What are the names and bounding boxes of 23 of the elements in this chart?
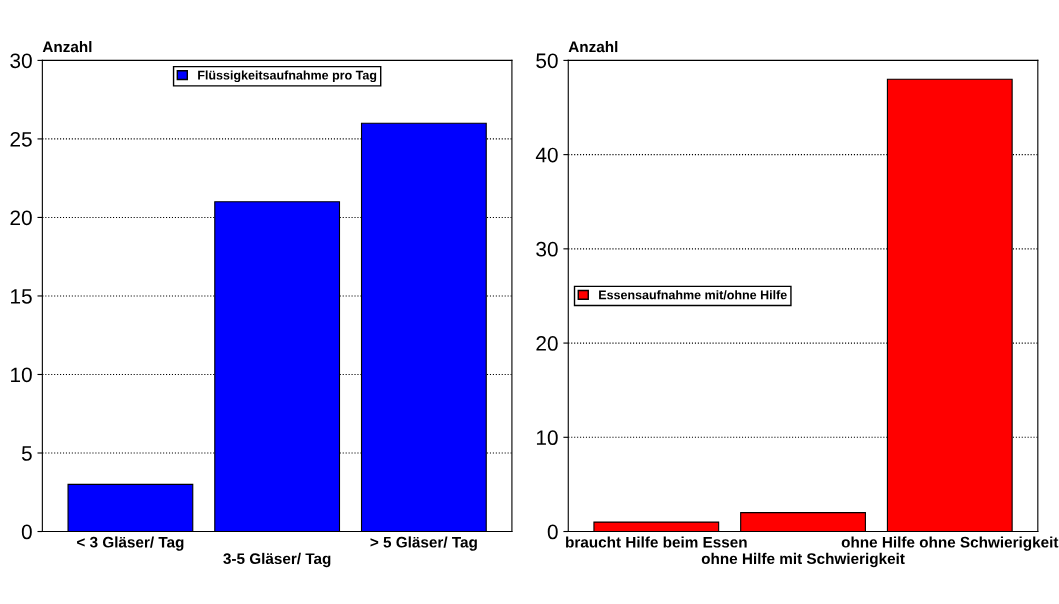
y-tick-label: 5 xyxy=(21,446,32,461)
y-axis-title: Anzahl xyxy=(42,41,92,53)
x-tick-label: 3-5 Gläser/ Tag xyxy=(223,552,331,568)
y-tick-label: 50 xyxy=(536,53,558,69)
y-tick-label: 20 xyxy=(10,210,32,226)
x-tick-label: < 3 Gläser/ Tag xyxy=(77,536,184,551)
y-axis-title: Anzahl xyxy=(568,41,618,53)
y-tick-label: 15 xyxy=(11,289,32,304)
x-tick-label: ohne Hilfe ohne Schwierigkeit xyxy=(841,536,1059,551)
y-tick-label: 10 xyxy=(11,367,32,383)
y-tick-label: 30 xyxy=(10,53,32,69)
legend-label: Essensaufnahme mit/ohne Hilfe xyxy=(599,290,787,300)
y-tick-label: 10 xyxy=(536,430,558,446)
y-tick-label: 40 xyxy=(535,147,558,163)
y-tick-label: 25 xyxy=(10,131,32,147)
legend-label: Flüssigkeitsaufnahme pro Tag xyxy=(198,70,377,83)
x-tick-label: > 5 Gläser/ Tag xyxy=(370,536,477,551)
x-tick-label: braucht Hilfe beim Essen xyxy=(566,536,747,548)
x-tick-label: ohne Hilfe mit Schwierigkeit xyxy=(701,552,905,568)
y-tick-label: 20 xyxy=(536,336,558,351)
y-tick-label: 0 xyxy=(21,524,32,540)
y-tick-label: 0 xyxy=(547,524,558,540)
y-tick-label: 30 xyxy=(536,241,558,257)
